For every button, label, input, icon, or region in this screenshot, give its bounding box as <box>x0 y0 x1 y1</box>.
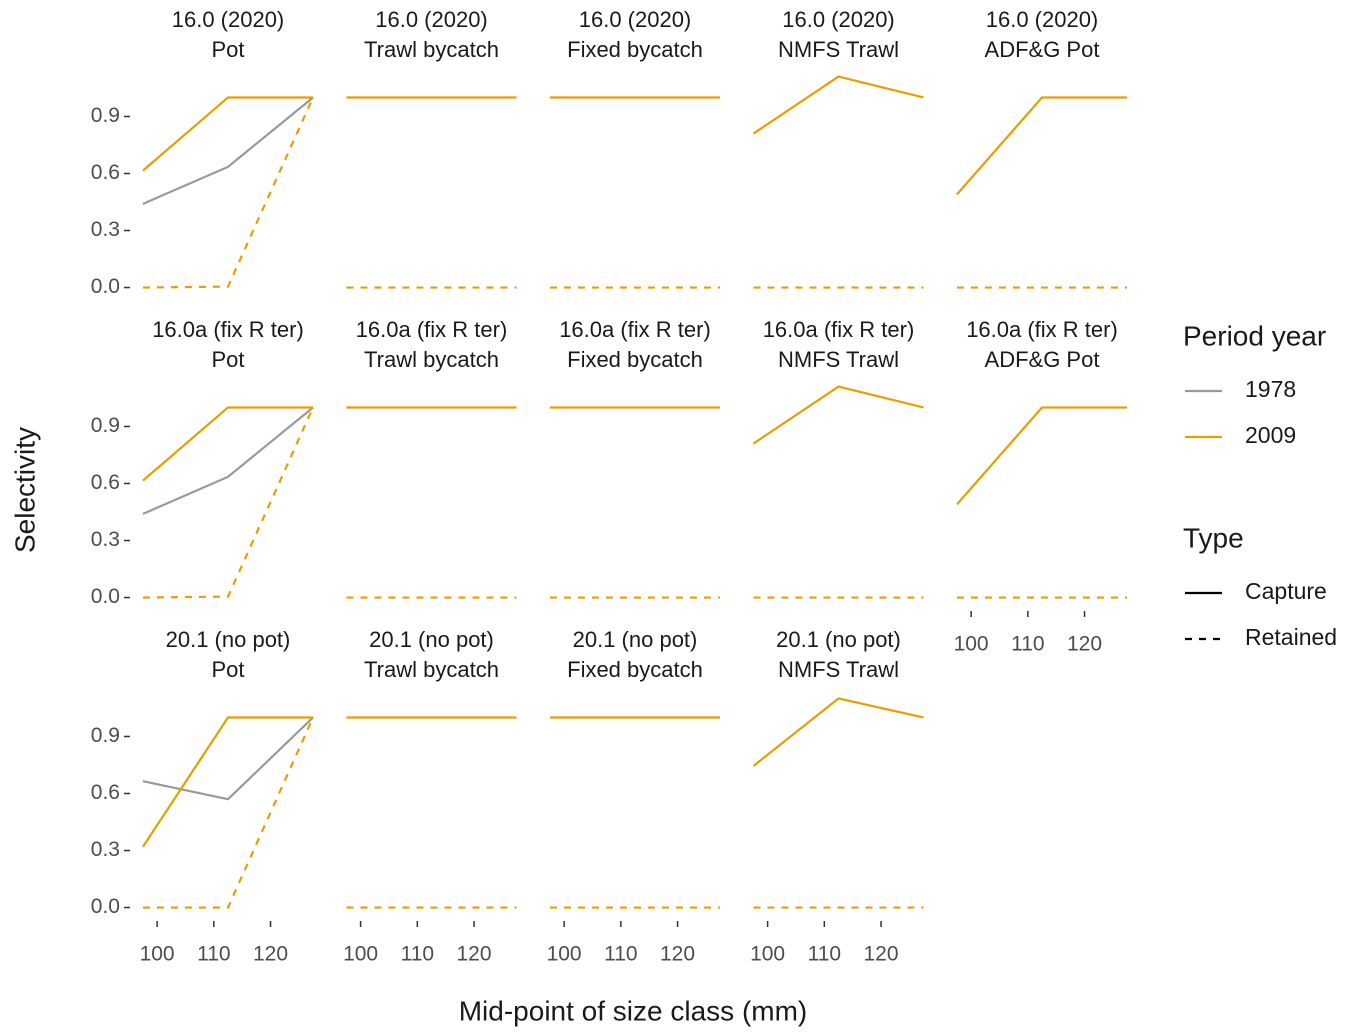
series-line <box>142 97 315 289</box>
series-line <box>956 406 1128 506</box>
y-tick-label: 0.9 <box>91 104 120 127</box>
legend-label: 1978 <box>1245 376 1296 402</box>
facet-title: Pot <box>211 347 244 372</box>
facet-title: 16.0 (2020) <box>375 7 488 32</box>
facet-title: ADF&G Pot <box>985 37 1100 62</box>
x-tick-label: 110 <box>808 943 841 966</box>
x-tick-label: 100 <box>343 943 378 966</box>
legend-label: Capture <box>1245 578 1327 604</box>
facet-title: 16.0a (fix R ter) <box>356 317 508 342</box>
facet-title: 20.1 (no pot) <box>776 627 901 652</box>
y-tick-label: 0.0 <box>91 585 120 608</box>
series-line <box>142 407 315 599</box>
facet-title: Trawl bycatch <box>364 657 499 682</box>
series-line <box>142 96 314 172</box>
series-line <box>752 697 924 767</box>
facet-title: Pot <box>211 37 244 62</box>
x-axis-title: Mid-point of size class (mm) <box>459 995 808 1026</box>
facet-title: 16.0a (fix R ter) <box>966 317 1118 342</box>
facet-title: 20.1 (no pot) <box>573 627 698 652</box>
x-tick-label: 120 <box>660 943 695 966</box>
facet-title: 20.1 (no pot) <box>369 627 494 652</box>
facet-title: Pot <box>211 657 244 682</box>
x-tick-label: 120 <box>864 943 899 966</box>
facet-title: Fixed bycatch <box>567 657 703 682</box>
facet-title: Trawl bycatch <box>364 37 499 62</box>
series-line <box>142 406 314 515</box>
x-tick-label: 120 <box>253 943 288 966</box>
y-tick-label: 0.0 <box>91 275 120 298</box>
facet-title: 16.0 (2020) <box>782 7 895 32</box>
series-line <box>752 385 924 445</box>
facet-title: NMFS Trawl <box>778 657 899 682</box>
facet-title: Trawl bycatch <box>364 347 499 372</box>
series-line <box>142 716 314 801</box>
series-line <box>142 406 314 482</box>
y-tick-label: 0.9 <box>91 414 120 437</box>
facet-title: Fixed bycatch <box>567 37 703 62</box>
x-tick-label: 100 <box>750 943 785 966</box>
x-tick-label: 110 <box>197 943 230 966</box>
facet-title: 20.1 (no pot) <box>166 627 291 652</box>
y-tick-label: 0.6 <box>91 161 120 184</box>
facet-title: ADF&G Pot <box>985 347 1100 372</box>
y-tick-label: 0.6 <box>91 471 120 494</box>
x-tick-label: 120 <box>1067 633 1102 656</box>
x-tick-label: 110 <box>604 943 637 966</box>
x-tick-label: 120 <box>457 943 492 966</box>
legend-title: Type <box>1183 522 1244 553</box>
y-tick-label: 0.3 <box>91 218 120 241</box>
legend-label: Retained <box>1245 624 1337 650</box>
facet-title: 16.0a (fix R ter) <box>763 317 915 342</box>
legend-title: Period year <box>1183 320 1326 351</box>
facet-title: 16.0 (2020) <box>579 7 692 32</box>
series-line <box>142 96 314 205</box>
x-tick-label: 110 <box>1011 633 1044 656</box>
x-tick-label: 100 <box>547 943 582 966</box>
facet-title: NMFS Trawl <box>778 37 899 62</box>
y-tick-label: 0.3 <box>91 528 120 551</box>
legend-label: 2009 <box>1245 422 1296 448</box>
series-line <box>752 75 924 135</box>
y-tick-label: 0.6 <box>91 781 120 804</box>
x-tick-label: 100 <box>140 943 175 966</box>
y-tick-label: 0.0 <box>91 895 120 918</box>
facet-title: NMFS Trawl <box>778 347 899 372</box>
facet-title: 16.0a (fix R ter) <box>559 317 711 342</box>
facet-title: 16.0 (2020) <box>172 7 285 32</box>
facet-title: Fixed bycatch <box>567 347 703 372</box>
x-tick-label: 100 <box>954 633 989 656</box>
facet-title: 16.0 (2020) <box>986 7 1099 32</box>
series-line <box>956 96 1128 196</box>
y-axis-title: Selectivity <box>9 427 40 553</box>
y-tick-label: 0.9 <box>91 724 120 747</box>
facet-title: 16.0a (fix R ter) <box>152 317 304 342</box>
series-line <box>142 717 315 909</box>
series-line <box>142 716 314 848</box>
x-tick-label: 110 <box>401 943 434 966</box>
y-tick-label: 0.3 <box>91 838 120 861</box>
